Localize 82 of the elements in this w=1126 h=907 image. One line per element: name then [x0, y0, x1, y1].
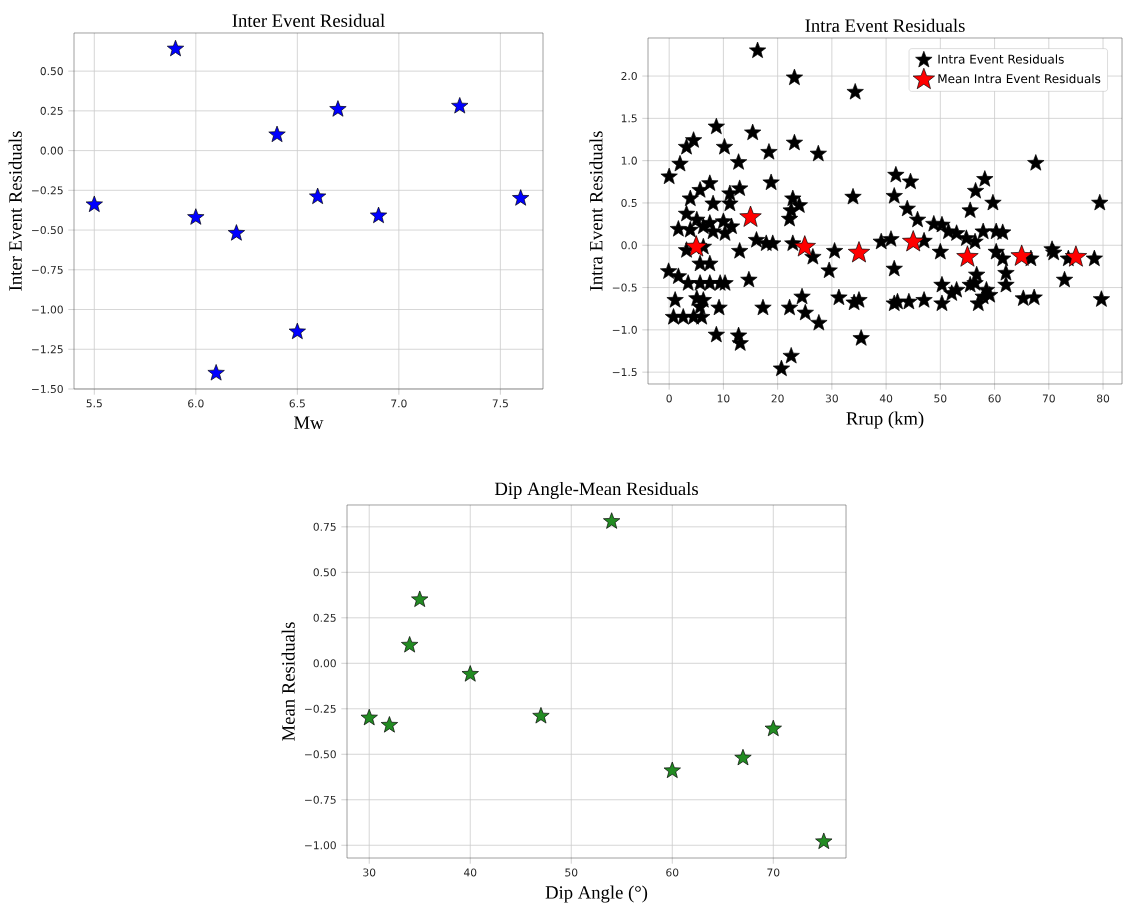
- chart-title: Inter Event Residual: [232, 13, 385, 27]
- point: [603, 512, 621, 529]
- point: [512, 189, 530, 206]
- x-tick-label: 0: [666, 394, 672, 403]
- x-axis-title: Dip Angle (°): [545, 885, 648, 903]
- point: [288, 322, 306, 340]
- point: [85, 195, 103, 212]
- point: [369, 206, 388, 224]
- y-axis-title: Intra Event Residuals: [589, 131, 603, 291]
- x-tick-label: 40: [463, 868, 477, 877]
- chart-title: Intra Event Residuals: [805, 18, 965, 32]
- x-axis-title: Rrup (km): [846, 411, 924, 429]
- y-tick-label: 0.00: [40, 146, 63, 155]
- y-tick-label: −0.50: [32, 226, 63, 235]
- x-tick-label: 7.0: [391, 399, 407, 408]
- point: [663, 761, 681, 778]
- point: [166, 39, 185, 57]
- x-axis-title: Mw: [294, 416, 324, 430]
- x-tick-label: 60: [988, 394, 1001, 403]
- point: [380, 716, 399, 733]
- y-tick-label: 1.5: [621, 114, 637, 123]
- y-tick-label: 0.50: [313, 568, 336, 577]
- y-tick-label: −1.50: [32, 384, 63, 393]
- y-tick-label: 2.0: [621, 72, 637, 81]
- point: [461, 665, 479, 682]
- y-tick-label: −0.75: [32, 265, 63, 274]
- y-tick-label: −0.50: [305, 750, 336, 759]
- y-tick-label: 0.5: [621, 198, 637, 207]
- point: [847, 241, 871, 263]
- point: [532, 707, 550, 724]
- x-tick-label: 20: [771, 394, 784, 403]
- y-tick-label: 0.25: [313, 613, 336, 622]
- point: [734, 748, 752, 766]
- legend-label: Intra Event Residuals: [938, 54, 1064, 64]
- point: [309, 187, 327, 205]
- x-tick-label: 30: [363, 868, 376, 877]
- x-tick-label: 60: [666, 868, 679, 877]
- y-tick-label: −0.25: [32, 186, 63, 195]
- point: [227, 224, 246, 241]
- x-tick-label: 50: [934, 394, 947, 403]
- point: [360, 708, 378, 726]
- point: [451, 97, 469, 114]
- y-tick-label: 1.0: [621, 156, 637, 165]
- point: [739, 205, 762, 227]
- y-tick-label: 0.00: [313, 659, 336, 668]
- y-tick-label: −1.5: [612, 368, 637, 377]
- point: [207, 364, 225, 381]
- x-tick-label: 6.5: [289, 399, 305, 408]
- y-axis-title: Mean Residuals: [281, 622, 295, 741]
- point: [329, 100, 347, 117]
- x-tick-label: 6.0: [188, 399, 204, 408]
- point: [956, 245, 979, 267]
- x-tick-label: 7.5: [492, 399, 508, 408]
- point: [411, 590, 429, 607]
- y-tick-label: −1.0: [612, 325, 637, 334]
- y-tick-label: −1.00: [305, 841, 336, 850]
- point: [268, 125, 286, 143]
- y-axis-title: Inter Event Residuals: [8, 131, 22, 291]
- x-tick-label: 30: [825, 394, 838, 403]
- y-tick-label: 0.75: [313, 522, 336, 531]
- x-tick-label: 10: [717, 394, 730, 403]
- chart-title: Dip Angle-Mean Residuals: [494, 481, 698, 499]
- point: [764, 719, 782, 737]
- legend-label: Mean Intra Event Residuals: [938, 73, 1101, 84]
- y-tick-label: −0.5: [612, 283, 637, 292]
- x-tick-label: 5.5: [86, 399, 102, 408]
- point: [401, 636, 419, 653]
- y-tick-label: 0.50: [40, 67, 63, 76]
- x-tick-label: 70: [767, 868, 780, 877]
- y-tick-label: −0.25: [305, 704, 336, 713]
- x-tick-label: 80: [1096, 394, 1110, 403]
- point: [187, 208, 205, 225]
- y-tick-label: 0.0: [621, 241, 637, 250]
- y-tick-label: −1.00: [32, 305, 63, 314]
- y-tick-label: −0.75: [305, 795, 336, 804]
- x-tick-label: 50: [565, 868, 578, 877]
- y-tick-label: 0.25: [40, 106, 63, 115]
- y-tick-label: −1.25: [32, 345, 63, 354]
- x-tick-label: 40: [879, 394, 893, 403]
- x-tick-label: 70: [1042, 394, 1055, 403]
- point: [793, 235, 816, 257]
- point: [815, 832, 833, 849]
